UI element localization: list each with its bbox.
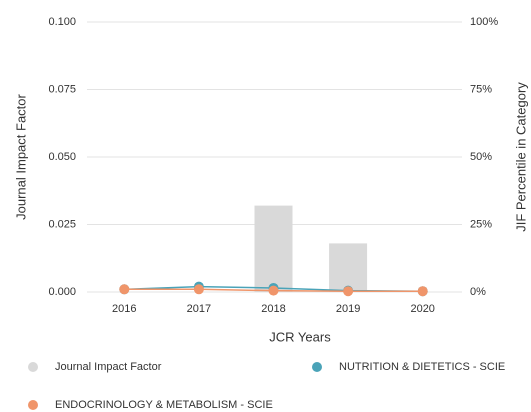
y-tick-label: 0.050 [48,151,76,163]
point [119,284,130,295]
y2-tick-label: 100% [470,16,498,28]
y-tick-label: 0.000 [48,286,76,298]
y2-tick-label: 25% [470,218,492,230]
y-tick-label: 0.100 [48,16,76,28]
point [193,284,204,295]
x-tick-label: 2017 [187,303,211,315]
bar [254,205,293,292]
x-tick-label: 2020 [410,303,434,315]
legend-swatch [28,400,38,410]
x-tick-label: 2018 [261,303,285,315]
x-tick-label: 2016 [112,303,136,315]
legend-label: Journal Impact Factor [55,361,162,373]
point [417,286,428,297]
legend-label: ENDOCRINOLOGY & METABOLISM - SCIE [55,399,273,411]
legend-swatch [28,362,38,372]
y2-tick-label: 75% [470,83,492,95]
legend-swatch [312,362,322,372]
y-axis-title: Journal Impact Factor [13,93,28,219]
y2-tick-label: 0% [470,286,486,298]
x-tick-label: 2019 [336,303,360,315]
y2-tick-label: 50% [470,151,492,163]
point [268,285,279,296]
y-tick-label: 0.075 [48,83,76,95]
y2-axis-title: JIF Percentile in Category [513,82,528,232]
point [343,286,354,297]
y-tick-label: 0.025 [48,218,76,230]
legend-label: NUTRITION & DIETETICS - SCIE [339,361,505,373]
x-axis-title: JCR Years [269,329,331,344]
bar [329,243,368,292]
